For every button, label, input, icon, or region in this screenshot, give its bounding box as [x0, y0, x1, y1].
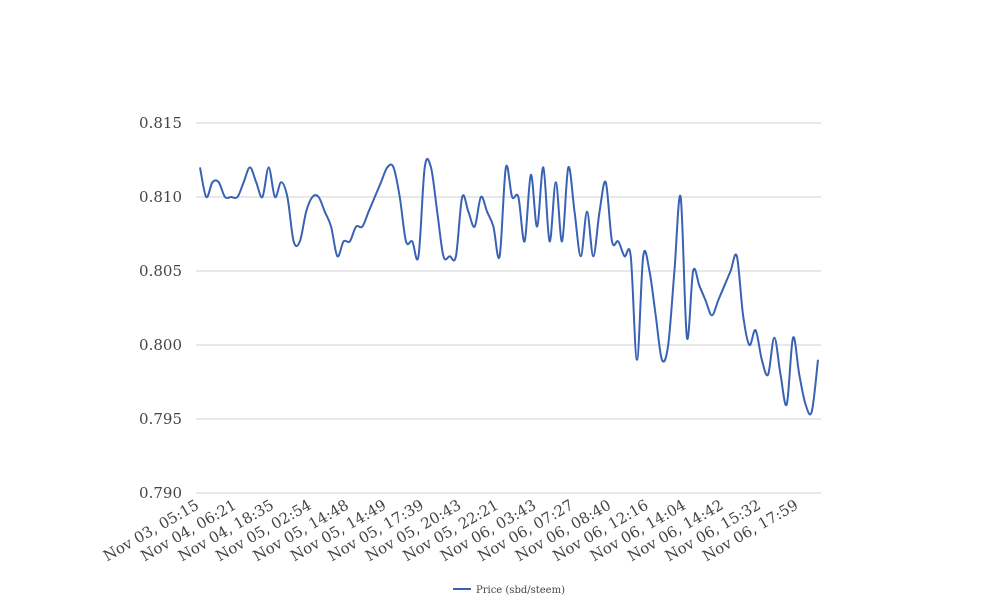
y-tick-label: 0.810 — [139, 188, 182, 206]
y-tick-label: 0.790 — [139, 484, 182, 502]
y-tick-label: 0.795 — [139, 410, 182, 428]
y-tick-label: 0.805 — [139, 262, 182, 280]
y-tick-label: 0.815 — [139, 114, 182, 132]
y-tick-label: 0.800 — [139, 336, 182, 354]
legend-label: Price (sbd/steem) — [476, 585, 565, 596]
price-line — [199, 157, 819, 416]
